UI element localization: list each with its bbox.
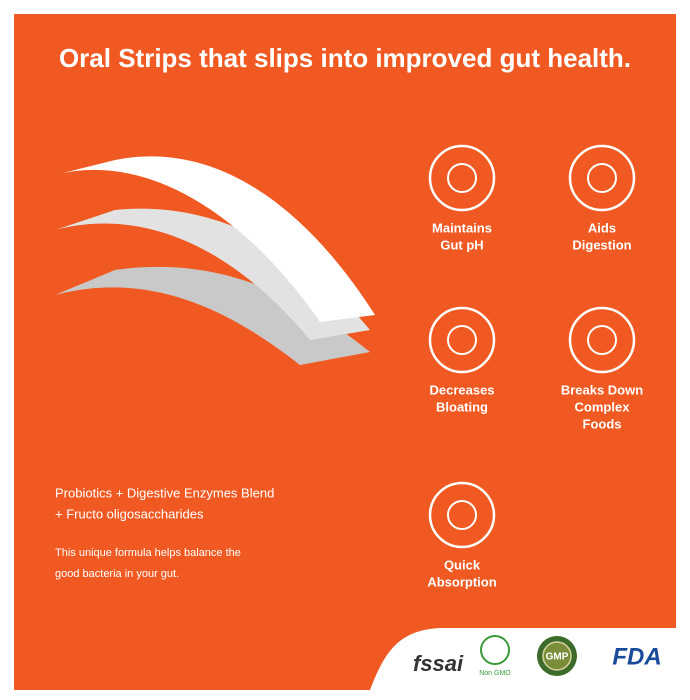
fda-logo: FDA (612, 643, 661, 670)
gmp-seal-inner (542, 641, 572, 671)
note-line: good bacteria in your gut. (55, 568, 179, 580)
feature-label: Aids (588, 220, 616, 235)
ingredients-line: Probiotics + Digestive Enzymes Blend (55, 485, 274, 500)
feature-label: Bloating (436, 399, 488, 414)
ingredients-line: + Fructo oligosaccharides (55, 506, 204, 521)
icon-ring (428, 481, 496, 549)
description: Probiotics + Digestive Enzymes Blend + Fr… (55, 485, 274, 579)
fssai-logo: fssai (413, 651, 464, 676)
feature-label: Digestion (572, 237, 631, 252)
icon-glyph (447, 500, 477, 530)
gmp-logo: GMP (546, 652, 569, 663)
feature-label: Foods (583, 416, 622, 431)
icon-glyph (587, 163, 617, 193)
icon-ring (428, 144, 496, 212)
feature-label: Absorption (427, 574, 496, 589)
feature-label: Maintains (432, 220, 492, 235)
non-gmo-icon (480, 635, 510, 665)
feature-icons: Maintains Gut pH Aids Digestion Decreases Blo… (427, 144, 643, 589)
strip-middle (55, 208, 370, 340)
logos: fssai Non GMO GMP FDA (413, 635, 662, 677)
feature-label: Breaks Down (561, 382, 643, 397)
icon-ring (428, 306, 496, 374)
feature-label: Decreases (429, 382, 494, 397)
logo-band (370, 628, 676, 690)
feature-label: Complex (575, 399, 631, 414)
icon-glyph (447, 325, 477, 355)
non-gmo-logo: Non GMO (479, 670, 511, 677)
strip-front (55, 156, 375, 322)
feature-label: Gut pH (440, 237, 483, 252)
icon-ring (568, 144, 636, 212)
note-line: This unique formula helps balance the (55, 547, 241, 559)
strips (55, 156, 375, 365)
strip-back (55, 266, 370, 365)
icon-ring (568, 306, 636, 374)
feature-label: Quick (444, 557, 481, 572)
title: Oral Strips that slips into improved gut… (59, 43, 631, 73)
icon-glyph (447, 163, 477, 193)
icon-glyph (587, 325, 617, 355)
